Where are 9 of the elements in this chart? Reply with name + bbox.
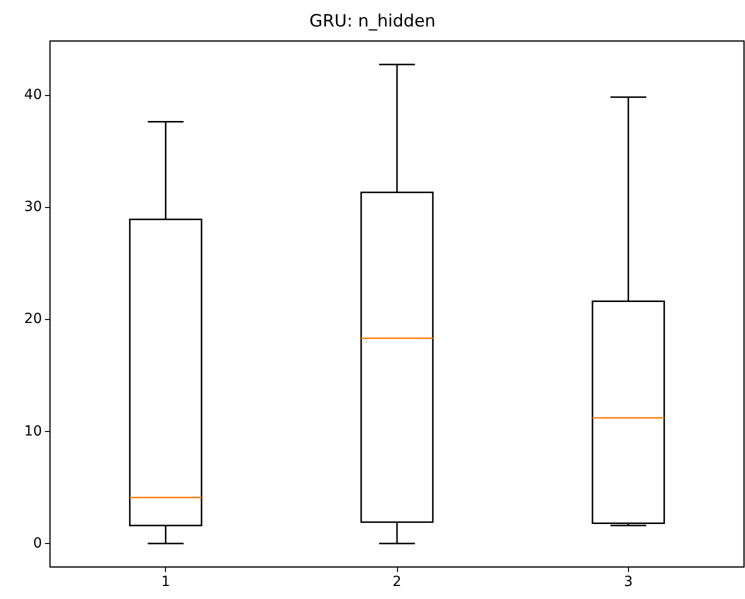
y-tick-label: 30 [24,198,42,215]
y-tick-label: 20 [24,311,42,328]
y-tick-label: 0 [33,535,42,552]
chart-title: GRU: n_hidden [309,12,436,32]
x-tick-label: 1 [161,574,170,590]
x-tick-label: 3 [624,574,633,590]
x-tick-label: 2 [392,574,402,590]
y-tick-label: 10 [24,423,42,440]
y-tick-label: 40 [24,86,42,103]
